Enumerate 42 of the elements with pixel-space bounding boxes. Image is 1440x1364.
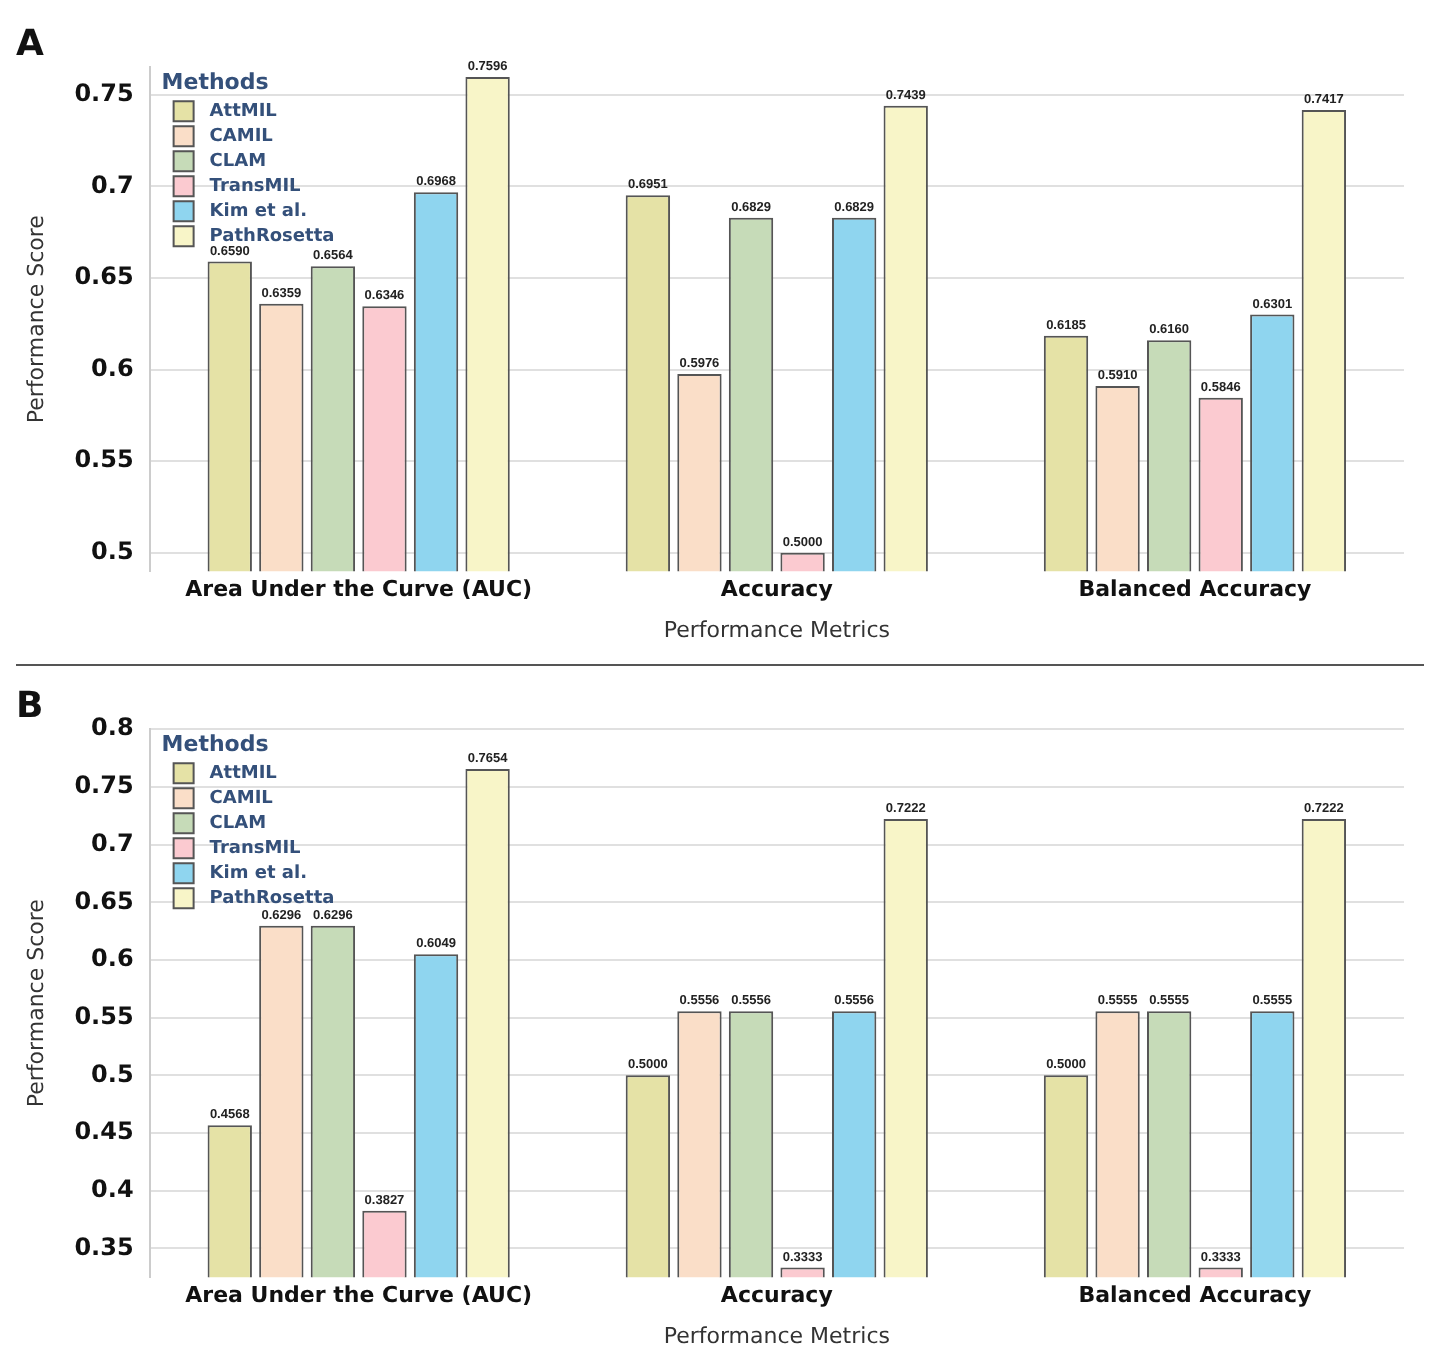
y-tick-label: 0.4 [91,1174,134,1203]
legend-label: TransMIL [209,838,302,859]
y-tick-label: 0.35 [74,1232,134,1261]
y-tick-label: 0.6 [91,353,134,382]
y-tick-label: 0.75 [74,771,134,800]
x-tick-label: Area Under the Curve (AUC) [185,1282,533,1309]
y-tick-label: 0.55 [74,445,134,474]
y-axis-title: Performance Score [22,898,49,1108]
y-tick-label: 0.55 [74,1001,134,1030]
y-tick-label: 0.45 [74,1117,134,1146]
y-tick-label: 0.5 [91,537,134,566]
legend-title: Methods [161,730,270,757]
legend-label: TransMIL [209,176,302,197]
x-axis-title: Performance Metrics [663,1322,891,1349]
x-tick-label: Balanced Accuracy [1078,576,1312,603]
x-tick-label: Accuracy [720,576,833,603]
x-tick-label: Balanced Accuracy [1078,1282,1312,1309]
legend-label: Kim et al. [209,201,307,222]
y-axis-title: Performance Score [22,214,49,424]
chart-title: A [16,22,44,65]
x-tick-label: Area Under the Curve (AUC) [185,576,533,603]
legend-label: PathRosetta [209,888,335,909]
y-tick-label: 0.7 [91,828,134,857]
y-tick-label: 0.5 [91,1059,134,1088]
legend-label: CLAM [209,813,267,834]
y-tick-label: 0.75 [74,78,134,107]
legend-title: Methods [161,68,270,95]
y-tick-label: 0.65 [74,262,134,291]
y-tick-label: 0.7 [91,170,134,199]
legend-label: AttMIL [209,101,278,122]
legend-label: Kim et al. [209,863,307,884]
legend-label: CAMIL [209,126,274,147]
x-tick-label: Accuracy [720,1282,833,1309]
legend-label: PathRosetta [209,226,335,247]
y-tick-label: 0.65 [74,886,134,915]
legend-label: CAMIL [209,788,274,809]
legend-label: CLAM [209,151,267,172]
legend-label: AttMIL [209,763,278,784]
y-tick-label: 0.8 [91,713,134,742]
x-axis-title: Performance Metrics [663,616,891,643]
y-tick-label: 0.6 [91,944,134,973]
chart-title: B [16,684,44,727]
